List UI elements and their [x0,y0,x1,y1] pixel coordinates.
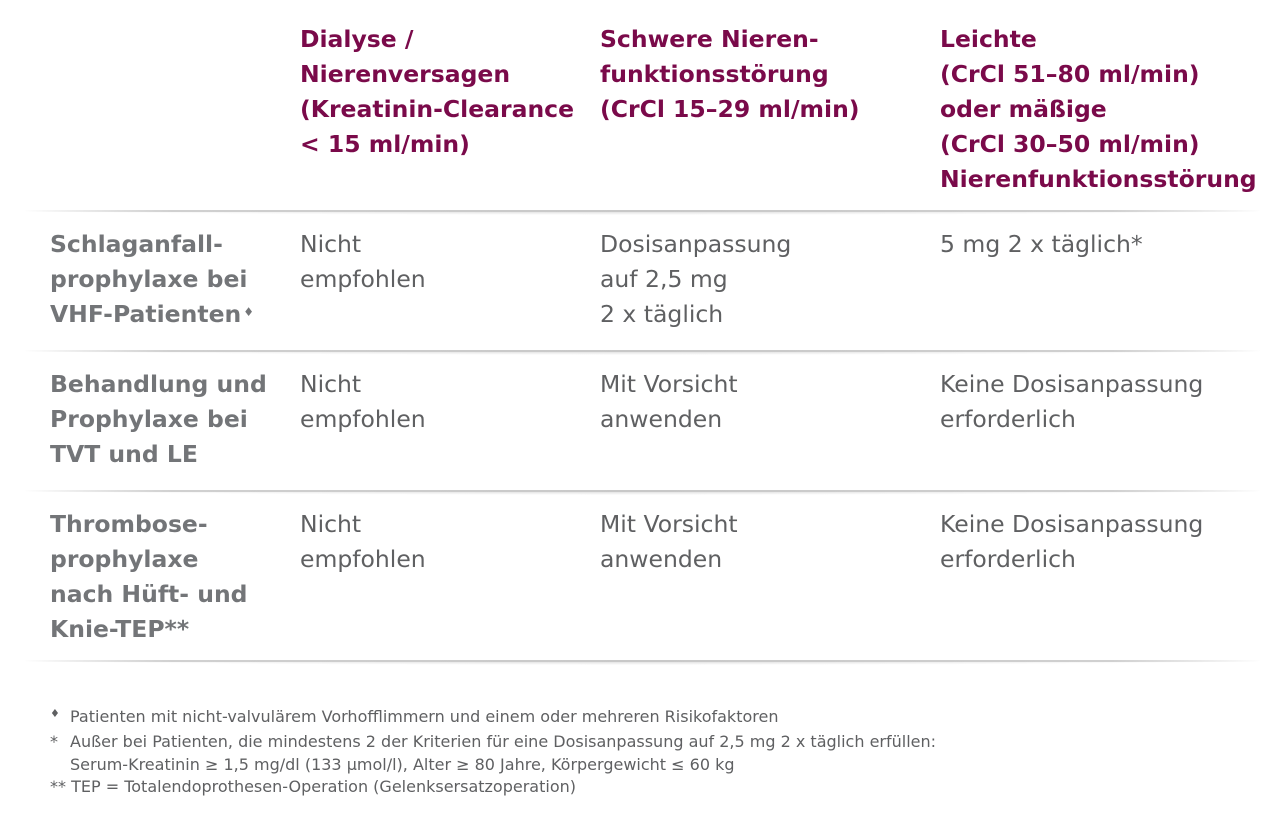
cell-mild-moderate: 5 mg 2 x täglich* [940,227,1143,262]
footnote-mark: ♦ [50,707,60,720]
cell-line: Mit Vorsicht [600,370,738,398]
header-line: oder mäßige [940,95,1107,123]
header-line: Dialyse / [300,25,414,53]
cell-line: Keine Dosisanpassung [940,510,1204,538]
cell-dialysis: Nicht empfohlen [300,227,426,297]
footnote-text: Patienten mit nicht-valvulärem Vorhoffli… [70,707,779,726]
label-line: TVT und LE [50,440,198,468]
header-line: Nierenversagen [300,60,511,88]
header-dialysis: Dialyse / Nierenversagen (Kreatinin-Clea… [300,22,574,162]
cell-dialysis: Nicht empfohlen [300,507,426,577]
header-mild-moderate: Leichte (CrCl 51–80 ml/min) oder mäßige … [940,22,1257,197]
header-line: (Kreatinin-Clearance [300,95,575,123]
row-divider [25,490,1260,500]
cell-line: Keine Dosisanpassung [940,370,1204,398]
footnote-mark: * [50,732,58,751]
row-divider [25,350,1260,360]
cell-dialysis: Nicht empfohlen [300,367,426,437]
cell-severe: Dosisanpassung auf 2,5 mg 2 x täglich [600,227,791,332]
row-divider [25,210,1260,220]
footnote-text: Außer bei Patienten, die mindestens 2 de… [70,732,937,751]
header-line: Nierenfunktionsstörung [940,165,1257,193]
label-line: VHF-Patienten ♦ [50,300,255,328]
label-line: Knie-TEP** [50,615,190,643]
label-line: Prophylaxe bei [50,405,248,433]
cell-line: empfohlen [300,545,426,573]
label-line: Behandlung und [50,370,267,398]
cell-line: anwenden [600,405,723,433]
cell-line: 5 mg 2 x täglich* [940,230,1143,258]
label-line: Thrombose- [50,510,208,538]
cell-line: Nicht [300,510,362,538]
row-label-thrombosis-prophylaxis: Thrombose- prophylaxe nach Hüft- und Kni… [50,507,248,647]
footnote-text: TEP = Totalendoprothesen-Operation (Gele… [71,777,576,796]
label-line: nach Hüft- und [50,580,248,608]
label-line: prophylaxe bei [50,265,248,293]
cell-severe: Mit Vorsicht anwenden [600,367,738,437]
cell-line: Nicht [300,230,362,258]
cell-line: Dosisanpassung [600,230,792,258]
cell-mild-moderate: Keine Dosisanpassung erforderlich [940,507,1203,577]
label-line: Schlaganfall- [50,230,223,258]
cell-line: empfohlen [300,265,426,293]
header-line: (CrCl 15–29 ml/min) [600,95,860,123]
header-severe: Schwere Nieren- funktionsstörung (CrCl 1… [600,22,860,127]
header-line: funktionsstörung [600,60,829,88]
header-line: (CrCl 51–80 ml/min) [940,60,1200,88]
header-line: (CrCl 30–50 ml/min) [940,130,1200,158]
row-label-stroke-prophylaxis: Schlaganfall- prophylaxe bei VHF-Patient… [50,227,254,332]
cell-severe: Mit Vorsicht anwenden [600,507,738,577]
label-line: prophylaxe [50,545,199,573]
header-line: < 15 ml/min) [300,130,470,158]
cell-mild-moderate: Keine Dosisanpassung erforderlich [940,367,1203,437]
cell-line: erforderlich [940,405,1076,433]
footnote-text: Serum-Kreatinin ≥ 1,5 mg/dl (133 µmol/l)… [70,754,735,774]
cell-line: 2 x täglich [600,300,724,328]
diamond-mark: ♦ [243,305,255,319]
cell-line: auf 2,5 mg [600,265,728,293]
cell-line: empfohlen [300,405,426,433]
row-divider [25,660,1260,670]
cell-line: anwenden [600,545,723,573]
row-label-treatment-tvt: Behandlung und Prophylaxe bei TVT und LE [50,367,267,472]
footnote-mark: ** [50,777,66,796]
footnote-double-asterisk: ** TEP = Totalendoprothesen-Operation (G… [50,776,576,799]
cell-line: Mit Vorsicht [600,510,738,538]
cell-line: erforderlich [940,545,1076,573]
cell-line: Nicht [300,370,362,398]
header-line: Schwere Nieren- [600,25,819,53]
header-line: Leichte [940,25,1037,53]
